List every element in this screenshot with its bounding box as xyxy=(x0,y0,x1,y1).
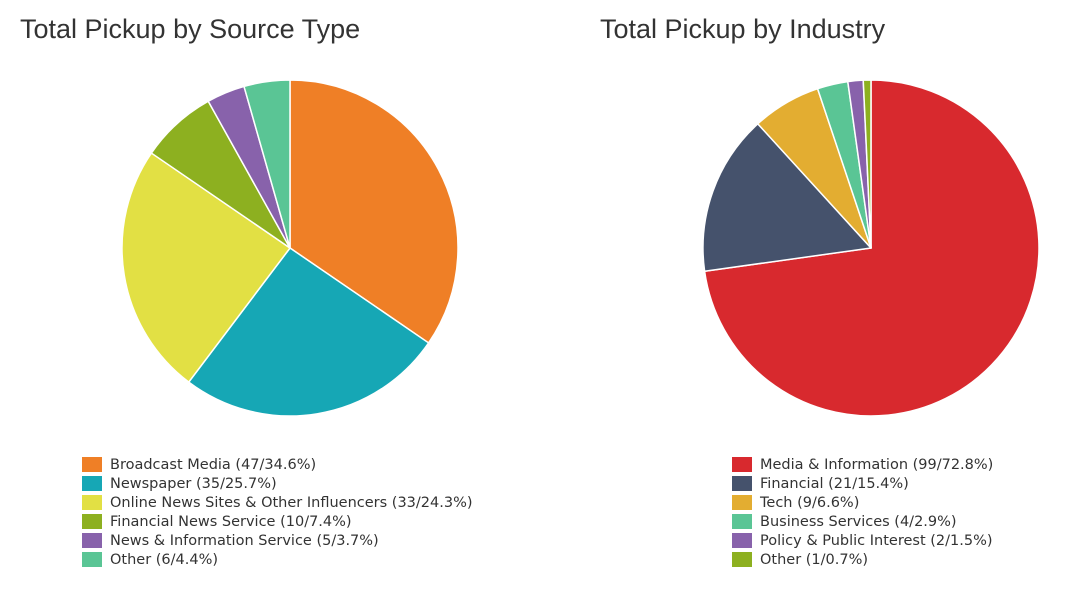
industry-legend-item-tech: Tech (9/6.6%) xyxy=(732,493,993,512)
industry-legend-item-policy-and-public-interest: Policy & Public Interest (2/1.5%) xyxy=(732,531,993,550)
industry-chart: Total Pickup by Industry Media & Informa… xyxy=(580,0,1080,609)
industry-chart-title: Total Pickup by Industry xyxy=(600,14,886,44)
source-type-slice-other xyxy=(243,79,291,249)
source-type-legend-item-financial-news-service: Financial News Service (10/7.4%) xyxy=(82,512,473,531)
industry-slice-other xyxy=(862,79,872,249)
legend-label: Other (1/0.7%) xyxy=(760,551,869,568)
legend-label: Policy & Public Interest (2/1.5%) xyxy=(760,532,993,549)
source-type-slice-broadcast-media xyxy=(289,79,459,344)
legend-label: Other (6/4.4%) xyxy=(110,551,219,568)
source-type-slice-newspaper xyxy=(188,247,430,417)
legend-label: Financial News Service (10/7.4%) xyxy=(110,513,352,530)
legend-swatch xyxy=(82,533,102,548)
legend-label: Financial (21/15.4%) xyxy=(760,475,909,492)
source-type-slice-online-news-sites-and-other-influencers xyxy=(121,152,291,383)
source-type-legend: Broadcast Media (47/34.6%) Newspaper (35/… xyxy=(82,455,473,569)
industry-legend-item-business-services: Business Services (4/2.9%) xyxy=(732,512,993,531)
source-type-pie xyxy=(121,79,459,417)
industry-legend-item-financial: Financial (21/15.4%) xyxy=(732,474,993,493)
source-type-legend-item-broadcast-media: Broadcast Media (47/34.6%) xyxy=(82,455,473,474)
industry-legend: Media & Information (99/72.8%) Financial … xyxy=(732,455,993,569)
legend-swatch xyxy=(732,495,752,510)
legend-label: Business Services (4/2.9%) xyxy=(760,513,957,530)
legend-swatch xyxy=(732,457,752,472)
legend-swatch xyxy=(82,476,102,491)
legend-swatch xyxy=(732,533,752,548)
industry-slice-financial xyxy=(702,123,872,272)
source-type-chart-title: Total Pickup by Source Type xyxy=(20,14,361,44)
legend-label: Tech (9/6.6%) xyxy=(760,494,860,511)
source-type-chart: Total Pickup by Source Type Broadcast Me… xyxy=(20,14,473,569)
legend-swatch xyxy=(82,457,102,472)
legend-label: News & Information Service (5/3.7%) xyxy=(110,532,379,549)
legend-swatch xyxy=(732,552,752,567)
legend-label: Online News Sites & Other Influencers (3… xyxy=(110,494,473,511)
industry-slice-media-and-information xyxy=(703,79,1040,417)
source-type-legend-item-online-news-sites-and-other-influencers: Online News Sites & Other Influencers (3… xyxy=(82,493,473,512)
legend-swatch xyxy=(82,552,102,567)
source-type-legend-item-newspaper: Newspaper (35/25.7%) xyxy=(82,474,473,493)
legend-label: Media & Information (99/72.8%) xyxy=(760,456,994,473)
legend-swatch xyxy=(732,476,752,491)
legend-label: Broadcast Media (47/34.6%) xyxy=(110,456,317,473)
legend-swatch xyxy=(732,514,752,529)
legend-swatch xyxy=(82,495,102,510)
legend-label: Newspaper (35/25.7%) xyxy=(110,475,277,492)
source-type-legend-item-other: Other (6/4.4%) xyxy=(82,550,473,569)
source-type-legend-item-news-and-information-service: News & Information Service (5/3.7%) xyxy=(82,531,473,550)
industry-pie xyxy=(702,79,1040,417)
legend-swatch xyxy=(82,514,102,529)
industry-legend-item-media-and-information: Media & Information (99/72.8%) xyxy=(732,455,993,474)
industry-legend-item-other: Other (1/0.7%) xyxy=(732,550,993,569)
